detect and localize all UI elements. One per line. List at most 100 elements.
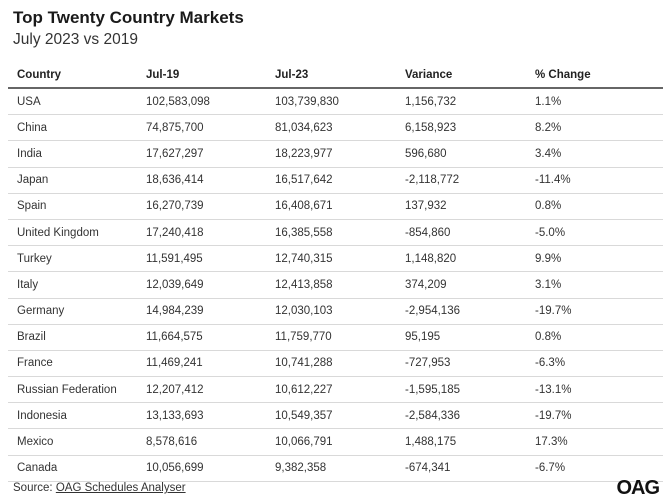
cell-variance: 95,195 [396, 324, 526, 351]
cell-jul-19: 16,270,739 [137, 193, 266, 220]
table-row: Russian Federation 12,207,412 10,612,227 -1… [8, 376, 663, 404]
table-body: USA 102,583,098 103,739,830 1,156,732 1.1% Ch… [8, 88, 663, 482]
cell-variance: -2,954,136 [396, 298, 526, 325]
cell-variance: -854,860 [396, 219, 526, 247]
source-note: Source: OAG Schedules Analyser [13, 482, 186, 494]
cell-jul-23: 103,739,830 [266, 88, 396, 116]
country-markets-table: Country Jul-19 Jul-23 Variance % Change … [8, 62, 663, 482]
table-row: Germany 14,984,239 12,030,103 -2,954,136 -19… [8, 298, 663, 325]
cell-country: Indonesia [8, 402, 137, 430]
cell-jul-23: 16,408,671 [266, 193, 396, 220]
cell-jul-23: 10,066,791 [266, 428, 396, 456]
cell-pct-change: -19.7% [526, 402, 663, 430]
table-row: Spain 16,270,739 16,408,671 137,932 0.8% [8, 193, 663, 220]
column-header-jul-23: Jul-23 [266, 62, 396, 89]
cell-pct-change: 9.9% [526, 245, 663, 273]
cell-pct-change: -19.7% [526, 298, 663, 325]
cell-country: Germany [8, 298, 137, 325]
table-row: Indonesia 13,133,693 10,549,357 -2,584,336-… [8, 402, 663, 430]
chart-title: Top Twenty Country Markets [13, 8, 244, 27]
cell-country: Turkey [8, 245, 137, 273]
cell-jul-23: 16,517,642 [266, 167, 396, 194]
cell-pct-change: 0.8% [526, 193, 663, 220]
cell-pct-change: 3.1% [526, 271, 663, 299]
cell-country: China [8, 114, 137, 142]
cell-pct-change: -6.3% [526, 350, 663, 378]
cell-jul-19: 17,627,297 [137, 140, 266, 168]
cell-country: Italy [8, 271, 137, 299]
cell-variance: -727,953 [396, 350, 526, 378]
cell-variance: 1,488,175 [396, 428, 526, 456]
cell-country: Brazil [8, 324, 137, 351]
column-header-country: Country [8, 62, 137, 89]
table-row: India 17,627,297 18,223,977 596,680 3.4% [8, 140, 663, 168]
cell-variance: 1,148,820 [396, 245, 526, 273]
cell-country: Russian Federation [8, 376, 137, 404]
column-header-jul-19: Jul-19 [137, 62, 266, 89]
column-header-pct-change: % Change [526, 62, 663, 89]
table-row: Italy 12,039,649 12,413,858 374,209 3.1% [8, 271, 663, 299]
cell-jul-19: 14,984,239 [137, 298, 266, 325]
cell-variance: -1,595,185 [396, 376, 526, 404]
cell-jul-23: 12,740,315 [266, 245, 396, 273]
cell-country: Japan [8, 167, 137, 194]
cell-country: Spain [8, 193, 137, 220]
cell-jul-23: 12,030,103 [266, 298, 396, 325]
cell-jul-23: 10,612,227 [266, 376, 396, 404]
cell-jul-23: 18,223,977 [266, 140, 396, 168]
column-header-variance: Variance [396, 62, 526, 89]
cell-jul-19: 11,664,575 [137, 324, 266, 351]
table-row: Mexico 8,578,616 10,066,791 1,488,175 17.3% [8, 428, 663, 456]
cell-pct-change: -5.0% [526, 219, 663, 247]
cell-country: India [8, 140, 137, 168]
source-label: Source: [13, 482, 56, 494]
cell-jul-19: 11,469,241 [137, 350, 266, 378]
cell-pct-change: 3.4% [526, 140, 663, 168]
cell-variance: 374,209 [396, 271, 526, 299]
cell-variance: 596,680 [396, 140, 526, 168]
cell-jul-19: 12,039,649 [137, 271, 266, 299]
cell-variance: -2,118,772 [396, 167, 526, 194]
cell-jul-19: 74,875,700 [137, 114, 266, 142]
cell-jul-19: 8,578,616 [137, 428, 266, 456]
table-row: United Kingdom 17,240,418 16,385,558 -854,8… [8, 219, 663, 247]
cell-jul-23: 10,741,288 [266, 350, 396, 378]
cell-jul-23: 12,413,858 [266, 271, 396, 299]
cell-variance: -2,584,336 [396, 402, 526, 430]
cell-pct-change: 8.2% [526, 114, 663, 142]
cell-pct-change: -6.7% [526, 455, 663, 482]
cell-jul-19: 12,207,412 [137, 376, 266, 404]
cell-country: Canada [8, 455, 137, 482]
cell-jul-19: 11,591,495 [137, 245, 266, 273]
cell-variance: -674,341 [396, 455, 526, 482]
cell-pct-change: 1.1% [526, 88, 663, 116]
cell-country: France [8, 350, 137, 378]
cell-jul-23: 81,034,623 [266, 114, 396, 142]
cell-jul-23: 9,382,358 [266, 455, 396, 482]
cell-pct-change: -13.1% [526, 376, 663, 404]
cell-variance: 137,932 [396, 193, 526, 220]
table-row: USA 102,583,098 103,739,830 1,156,732 1.1% [8, 88, 663, 116]
table-row: Turkey 11,591,495 12,740,315 1,148,820 9.9% [8, 245, 663, 273]
cell-country: United Kingdom [8, 219, 137, 247]
cell-country: Mexico [8, 428, 137, 456]
cell-pct-change: 17.3% [526, 428, 663, 456]
table-row: Canada 10,056,699 9,382,358 -674,341 -6.7% [8, 455, 663, 482]
cell-country: USA [8, 88, 137, 116]
table-row: China 74,875,700 81,034,623 6,158,923 8.2% [8, 114, 663, 142]
chart-subtitle: July 2023 vs 2019 [13, 31, 138, 48]
cell-jul-23: 10,549,357 [266, 402, 396, 430]
cell-jul-19: 18,636,414 [137, 167, 266, 194]
cell-variance: 1,156,732 [396, 88, 526, 116]
table-row: Japan 18,636,414 16,517,642 -2,118,772 -11.4… [8, 167, 663, 194]
cell-jul-19: 102,583,098 [137, 88, 266, 116]
cell-jul-19: 13,133,693 [137, 402, 266, 430]
cell-variance: 6,158,923 [396, 114, 526, 142]
cell-jul-19: 10,056,699 [137, 455, 266, 482]
cell-jul-19: 17,240,418 [137, 219, 266, 247]
table-header-row: Country Jul-19 Jul-23 Variance % Change [8, 62, 663, 89]
source-link[interactable]: OAG Schedules Analyser [55, 482, 186, 494]
table-row: Brazil 11,664,575 11,759,770 95,195 0.8% [8, 324, 663, 351]
table-row: France 11,469,241 10,741,288 -727,953 -6.3% [8, 350, 663, 378]
cell-jul-23: 16,385,558 [266, 219, 396, 247]
